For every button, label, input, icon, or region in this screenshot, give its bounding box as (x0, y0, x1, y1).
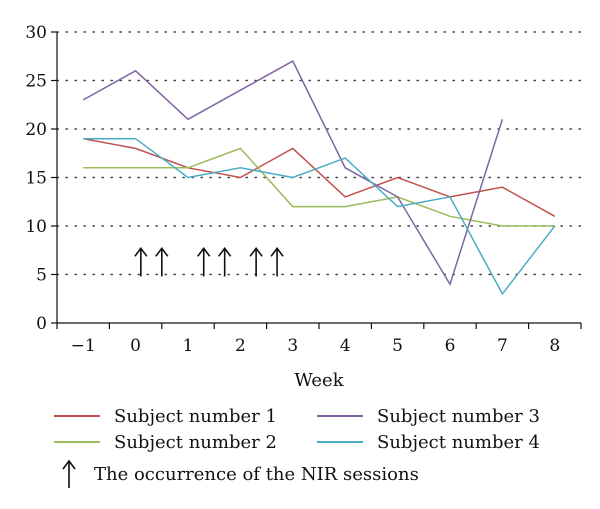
series-line-subject-4 (83, 137, 556, 296)
nir-arrow-head (249, 246, 263, 257)
x-tick-label-3: 3 (287, 336, 298, 356)
x-tick-label-1: 1 (183, 336, 194, 356)
x-tick-label--1: −1 (71, 336, 96, 356)
y-tick-label-25: 25 (25, 72, 47, 92)
y-tick-label-5: 5 (36, 266, 47, 286)
x-tick-label-7: 7 (497, 336, 508, 356)
nir-arrow-head (270, 246, 284, 257)
x-axis-title: Week (294, 370, 344, 391)
series-line-subject-2 (83, 147, 555, 227)
nir-arrow-head (134, 246, 148, 257)
nir-session-arrow-6 (270, 246, 284, 277)
nir-session-arrow-4 (218, 246, 232, 277)
axes: 0 5 10 15 20 25 30 −1 0 1 2 3 4 5 6 7 8 (25, 23, 582, 356)
nir-arrow-head (218, 246, 232, 257)
x-tick-label-0: 0 (130, 336, 141, 356)
gridlines (56, 31, 582, 276)
y-tick-label-20: 20 (25, 120, 47, 140)
y-tick-label-30: 30 (25, 23, 47, 43)
y-tick-label-10: 10 (25, 217, 47, 237)
nir-session-arrow-2 (155, 246, 169, 277)
series-lines (82, 60, 556, 296)
x-tick-label-8: 8 (549, 336, 560, 356)
series-line-subject-3 (82, 60, 504, 287)
y-tick-label-15: 15 (25, 169, 47, 189)
nir-arrow-head (197, 246, 211, 257)
nir-session-arrow-5 (249, 246, 263, 277)
y-tick-label-0: 0 (36, 314, 47, 334)
nir-session-arrow-1 (134, 246, 148, 277)
x-tick-label-2: 2 (235, 336, 246, 356)
x-tick-label-5: 5 (392, 336, 403, 356)
x-tick-label-4: 4 (340, 336, 351, 356)
nir-arrow-head (155, 246, 169, 257)
nir-session-arrow-3 (197, 246, 211, 277)
x-tick-label-6: 6 (445, 336, 456, 356)
nir-session-arrows (134, 246, 284, 277)
